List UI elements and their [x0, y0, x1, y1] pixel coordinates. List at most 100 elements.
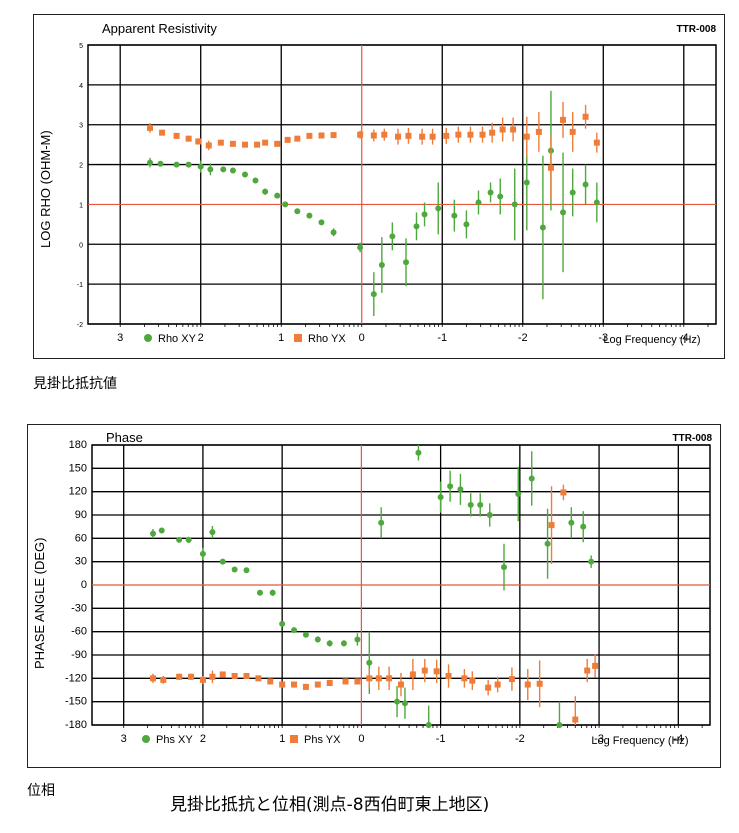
- data-point: [209, 529, 216, 536]
- data-point: [582, 113, 589, 120]
- x-tick-label: 1: [278, 332, 284, 344]
- data-point: [229, 140, 236, 147]
- data-point: [330, 132, 337, 139]
- caption-phase: 位相: [27, 783, 55, 799]
- data-point: [176, 673, 183, 680]
- data-point: [584, 667, 591, 674]
- data-point: [185, 135, 192, 142]
- data-point: [463, 221, 470, 228]
- data-point: [185, 536, 192, 543]
- x-tick-label: -3: [594, 733, 604, 745]
- data-point: [173, 132, 180, 139]
- data-point: [326, 680, 333, 686]
- data-point: [409, 671, 416, 678]
- data-point: [242, 171, 248, 178]
- data-point: [185, 161, 192, 168]
- data-point: [425, 722, 432, 728]
- data-point: [511, 201, 518, 208]
- data-point: [467, 131, 474, 138]
- data-point: [306, 212, 313, 219]
- data-point: [159, 129, 166, 136]
- data-point: [421, 667, 428, 674]
- data-point: [569, 128, 576, 135]
- y-tick-label: 60: [75, 532, 87, 544]
- x-tick-label: 3: [121, 733, 127, 745]
- data-point: [524, 681, 531, 688]
- data-point: [294, 135, 301, 142]
- data-point: [375, 675, 382, 682]
- data-point: [157, 160, 164, 167]
- data-point: [593, 199, 600, 206]
- data-point: [381, 131, 388, 138]
- data-point: [262, 139, 269, 146]
- data-point: [314, 636, 321, 643]
- data-point: [421, 211, 428, 218]
- data-point: [528, 475, 535, 482]
- data-point: [523, 133, 530, 140]
- data-point: [539, 224, 546, 231]
- data-point: [330, 229, 337, 236]
- data-point: [486, 512, 493, 518]
- data-point: [199, 676, 206, 683]
- station-tag: TTR-008: [672, 433, 712, 444]
- data-point: [160, 676, 167, 683]
- data-point: [508, 676, 515, 683]
- data-point: [413, 223, 420, 230]
- data-point: [501, 564, 507, 571]
- y-tick-label: 90: [75, 509, 87, 521]
- x-tick-label: 2: [200, 733, 206, 745]
- data-point: [547, 164, 554, 171]
- y-tick-label: -180: [65, 719, 87, 731]
- data-point: [291, 627, 298, 634]
- data-point: [284, 136, 291, 143]
- data-point: [370, 132, 377, 139]
- data-point: [556, 722, 563, 728]
- data-point: [457, 486, 464, 493]
- data-point: [535, 128, 542, 135]
- data-point: [197, 163, 204, 170]
- x-axis-label: Log Frequency (Hz): [591, 735, 688, 747]
- data-point: [150, 675, 157, 682]
- chart-title: Apparent Resistivity: [102, 21, 217, 36]
- data-point: [220, 166, 227, 173]
- y-tick-label: -90: [71, 649, 87, 661]
- legend-marker: [294, 334, 302, 342]
- x-tick-label: -1: [436, 733, 446, 745]
- data-point: [188, 673, 195, 680]
- y-tick-label: 1: [79, 202, 83, 209]
- data-point: [274, 140, 281, 147]
- data-point: [158, 527, 165, 534]
- data-point: [146, 124, 153, 131]
- data-point: [269, 589, 276, 596]
- y-tick-label: 0: [81, 579, 87, 591]
- y-tick-label: 30: [75, 556, 87, 568]
- data-point: [437, 494, 444, 501]
- data-point: [569, 189, 576, 196]
- data-point: [176, 536, 183, 543]
- data-point: [536, 680, 543, 687]
- data-point: [150, 530, 157, 537]
- x-tick-label: 2: [198, 332, 204, 344]
- data-point: [499, 126, 506, 133]
- legend-marker: [144, 334, 152, 342]
- y-tick-label: -60: [71, 626, 87, 638]
- y-tick-label: 2: [79, 163, 83, 170]
- data-point: [205, 142, 212, 149]
- data-point: [560, 489, 567, 496]
- x-tick-label: 0: [358, 733, 364, 745]
- data-point: [487, 189, 494, 196]
- data-point: [523, 179, 530, 186]
- y-tick-label: -150: [65, 696, 87, 708]
- y-tick-label: 150: [69, 462, 87, 474]
- data-point: [357, 244, 364, 251]
- y-tick-label: 4: [79, 83, 83, 90]
- data-point: [267, 678, 274, 685]
- data-point: [489, 129, 496, 136]
- figure-caption: 見掛比抵抗と位相(測点-8西伯町東上地区): [170, 795, 490, 815]
- data-point: [429, 133, 436, 140]
- data-point: [451, 212, 458, 219]
- data-point: [401, 700, 408, 707]
- x-tick-label: 3: [117, 332, 123, 344]
- legend-label: Rho XY: [158, 333, 197, 345]
- data-point: [403, 259, 410, 266]
